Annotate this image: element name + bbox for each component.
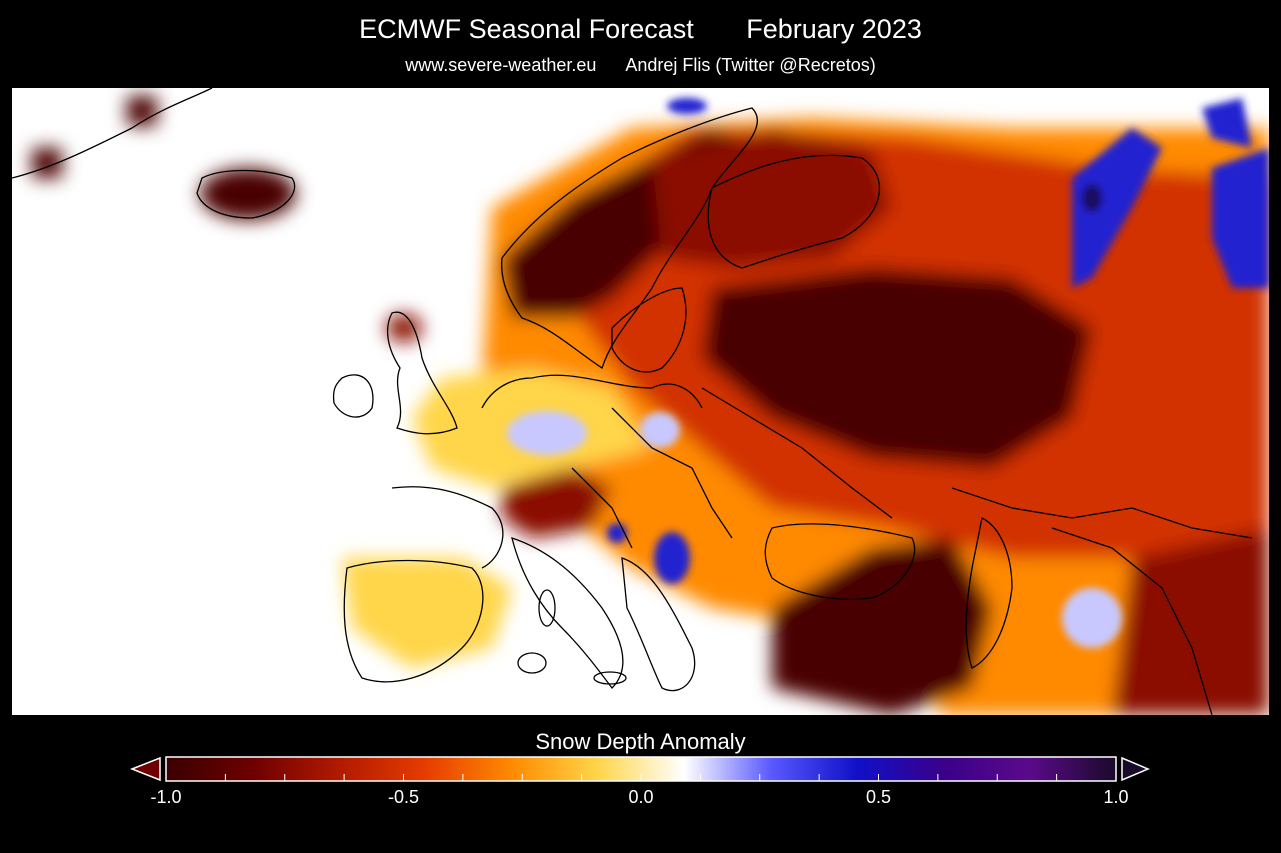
map-canvas bbox=[12, 88, 1269, 715]
legend-title: Snow Depth Anomaly bbox=[535, 729, 746, 754]
chart-subtitle: www.severe-weather.eu Andrej Flis (Twitt… bbox=[0, 55, 1281, 76]
colorbar-right-arrow bbox=[1121, 756, 1150, 782]
forecast-title: ECMWF Seasonal Forecast bbox=[359, 14, 694, 44]
snow-anomaly-map bbox=[12, 88, 1269, 715]
colorbar-tick-marks bbox=[224, 774, 1058, 781]
colorbar-tick-label: -1.0 bbox=[150, 787, 182, 807]
colorbar-tick-label: 0.0 bbox=[628, 787, 654, 807]
colorbar-left-arrow bbox=[130, 756, 161, 782]
chart-title: ECMWF Seasonal Forecast February 2023 bbox=[0, 14, 1281, 45]
colorbar-tick-label: 0.5 bbox=[865, 787, 892, 807]
colorbar bbox=[130, 756, 1150, 782]
forecast-month: February 2023 bbox=[746, 14, 922, 44]
colorbar-tick-label: 1.0 bbox=[1103, 787, 1129, 807]
source-site: www.severe-weather.eu bbox=[405, 55, 597, 75]
colorbar-tick-label: -0.5 bbox=[387, 787, 420, 807]
coastlines bbox=[12, 88, 1253, 715]
gain-patches bbox=[507, 98, 1269, 648]
author-credit: Andrej Flis (Twitter @Recretos) bbox=[625, 55, 876, 75]
